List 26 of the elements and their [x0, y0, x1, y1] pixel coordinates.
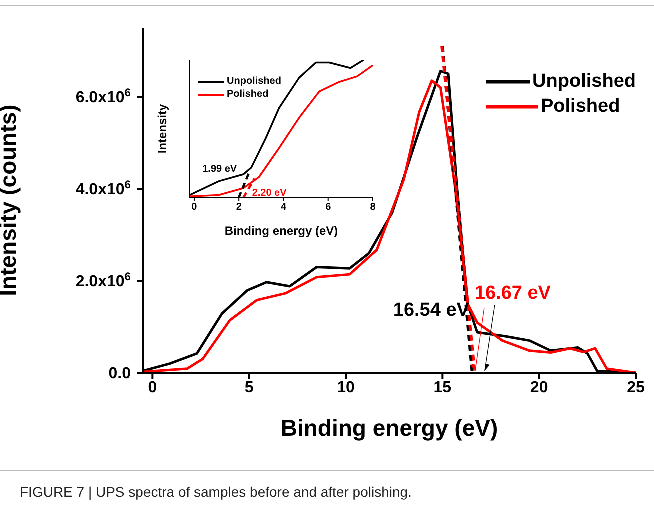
annotation: 1.99 eV [202, 164, 238, 175]
legend-label: Unpolished [227, 76, 282, 87]
y-tick-label: 4.0x10$^{6}$ [76, 180, 131, 199]
caption: FIGURE 7 | UPS spectra of samples before and after polishing. [20, 484, 412, 500]
x-tick-label: 10 [337, 379, 355, 396]
x-tick-label: 25 [627, 379, 645, 396]
legend-label: Polished [541, 96, 620, 118]
x-axis-title: Binding energy (eV) [224, 224, 338, 238]
x-tick-label: 0 [192, 202, 198, 214]
legend-label: Unpolished [532, 71, 636, 94]
annotation: 16.67 eV [474, 283, 552, 304]
y-tick-label: 2.0x10$^{6}$ [76, 272, 131, 291]
x-tick-label: 6 [326, 202, 332, 214]
y-tick-label: 0.0 [108, 366, 132, 383]
x-tick-label: 2 [236, 202, 242, 214]
x-tick-label: 8 [370, 202, 376, 214]
legend-label: Polished [227, 89, 269, 100]
x-tick-label: 0 [148, 379, 158, 396]
x-tick-label: 4 [280, 202, 287, 214]
x-axis-title: Binding energy (eV) [280, 415, 498, 441]
x-tick-label: 5 [244, 379, 254, 396]
annotation: 2.20 eV [252, 188, 288, 199]
x-tick-label: 20 [530, 379, 548, 396]
x-tick-label: 15 [434, 379, 452, 396]
y-tick-label: 6.0x10$^{6}$ [76, 88, 131, 107]
y-axis-title: Intensity [155, 104, 170, 154]
